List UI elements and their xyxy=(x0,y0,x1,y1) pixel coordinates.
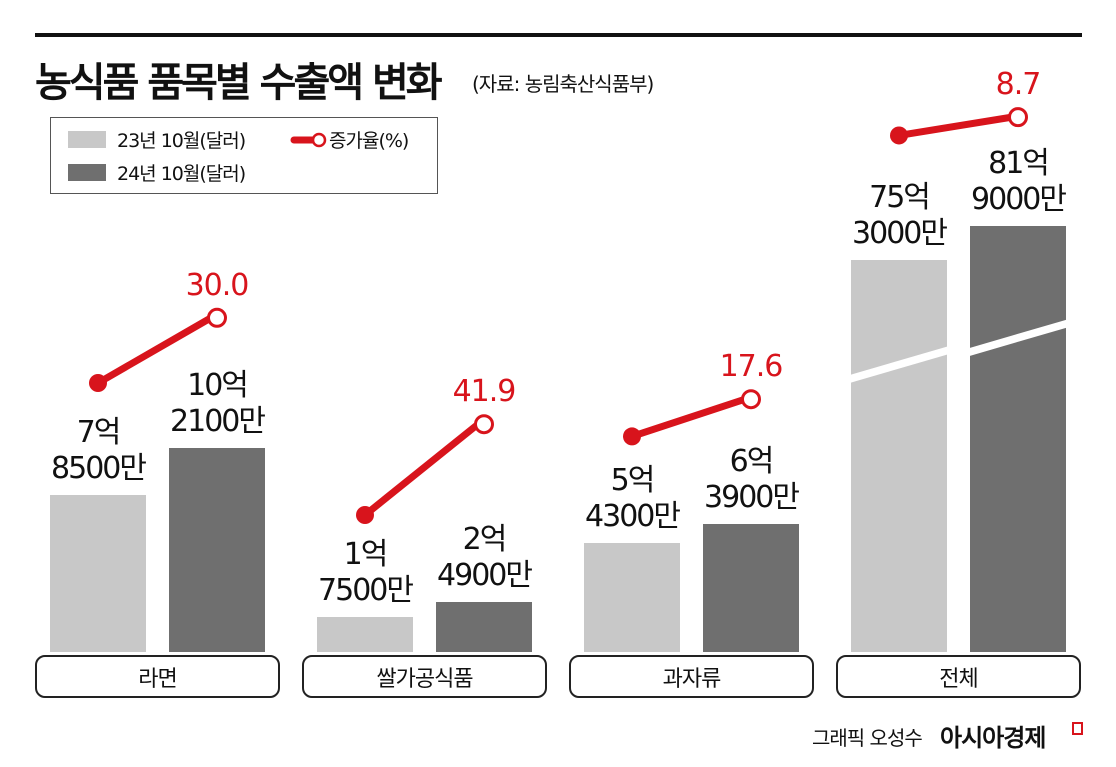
brand-logo: 아시아경제 xyxy=(940,724,1046,752)
growth-line xyxy=(96,314,213,387)
growth-end-dot xyxy=(207,307,227,328)
growth-start-dot xyxy=(623,427,641,446)
category-label: 전체 xyxy=(836,655,1081,698)
growth-rate-label: 30.0 xyxy=(185,267,250,303)
bar-value-line: 4900만 xyxy=(437,558,533,594)
bar-value-line: 3000만 xyxy=(852,216,948,252)
legend-label-growth: 증가율(%) xyxy=(329,130,409,152)
bar-value-line: 81억 xyxy=(988,146,1050,182)
brand-mark-icon xyxy=(1072,722,1083,735)
bar-2023 xyxy=(50,495,146,652)
growth-line xyxy=(362,421,481,518)
growth-rate-label: 17.6 xyxy=(719,349,784,385)
bar-value-line: 2100만 xyxy=(170,403,266,439)
bar-2024 xyxy=(703,524,799,652)
bar-value-line: 75억 xyxy=(869,180,931,216)
growth-end-dot xyxy=(474,414,494,435)
bar-value-line: 7억 xyxy=(76,415,122,450)
legend-label-2024: 24년 10월(달러) xyxy=(117,163,246,185)
axis-break-mark xyxy=(851,346,947,383)
bar-2023 xyxy=(851,260,947,652)
growth-start-dot xyxy=(356,506,374,524)
bar-value-label: 2억 4900만 xyxy=(404,522,564,594)
growth-rate-label: 8.7 xyxy=(995,67,1042,103)
category-label: 쌀가공식품 xyxy=(302,655,547,698)
bar-value-label: 75억 3000만 xyxy=(819,180,979,252)
growth-line xyxy=(898,113,1013,139)
legend: 23년 10월(달러) 24년 10월(달러) 증가율(%) xyxy=(50,117,438,194)
growth-start-dot xyxy=(89,374,107,392)
growth-end-dot xyxy=(1008,107,1028,128)
bar-value-label: 81억 9000만 xyxy=(938,146,1098,218)
bar-value-label: 10억 2100만 xyxy=(137,368,297,440)
bar-value-line: 4300만 xyxy=(585,499,681,535)
top-rule xyxy=(35,33,1082,37)
legend-growth-icon xyxy=(290,132,327,148)
bar-value-line: 9000만 xyxy=(971,182,1067,218)
bar-value-label: 5억 4300만 xyxy=(552,463,712,535)
bar-value-label: 6억 3900만 xyxy=(671,444,831,516)
legend-swatch-2023 xyxy=(68,131,106,148)
bar-2024 xyxy=(169,447,265,652)
axis-break-mark xyxy=(970,319,1066,356)
chart-title: 농식품 품목별 수출액 변화 xyxy=(35,60,443,106)
legend-swatch-2024 xyxy=(68,164,106,181)
bar-value-line: 1억 xyxy=(343,537,389,572)
source-note: (자료: 농림축산식품부) xyxy=(472,72,654,96)
bar-value-line: 2억 xyxy=(462,522,508,558)
bar-value-line: 10억 xyxy=(187,367,249,403)
bar-value-line: 3900만 xyxy=(704,480,800,516)
legend-label-2023: 23년 10월(달러) xyxy=(117,130,246,152)
category-label: 과자류 xyxy=(569,655,814,698)
bar-2023 xyxy=(584,543,680,652)
bar-value-label: 1억 7500만 xyxy=(285,537,445,609)
growth-line xyxy=(630,395,747,440)
bar-value-line: 7500만 xyxy=(318,573,414,608)
category-label: 라면 xyxy=(35,655,280,698)
growth-rate-label: 41.9 xyxy=(452,374,517,410)
bar-2024 xyxy=(436,602,532,652)
bar-value-line: 5억 xyxy=(610,463,656,499)
growth-end-dot xyxy=(741,389,761,410)
bar-value-label: 7억 8500만 xyxy=(18,415,178,487)
credit: 그래픽 오성수 xyxy=(812,726,923,750)
growth-start-dot xyxy=(890,126,908,145)
bar-value-line: 6억 xyxy=(729,444,775,480)
bar-2024 xyxy=(970,226,1066,652)
bar-value-line: 8500만 xyxy=(51,451,147,486)
bar-2023 xyxy=(317,617,413,652)
